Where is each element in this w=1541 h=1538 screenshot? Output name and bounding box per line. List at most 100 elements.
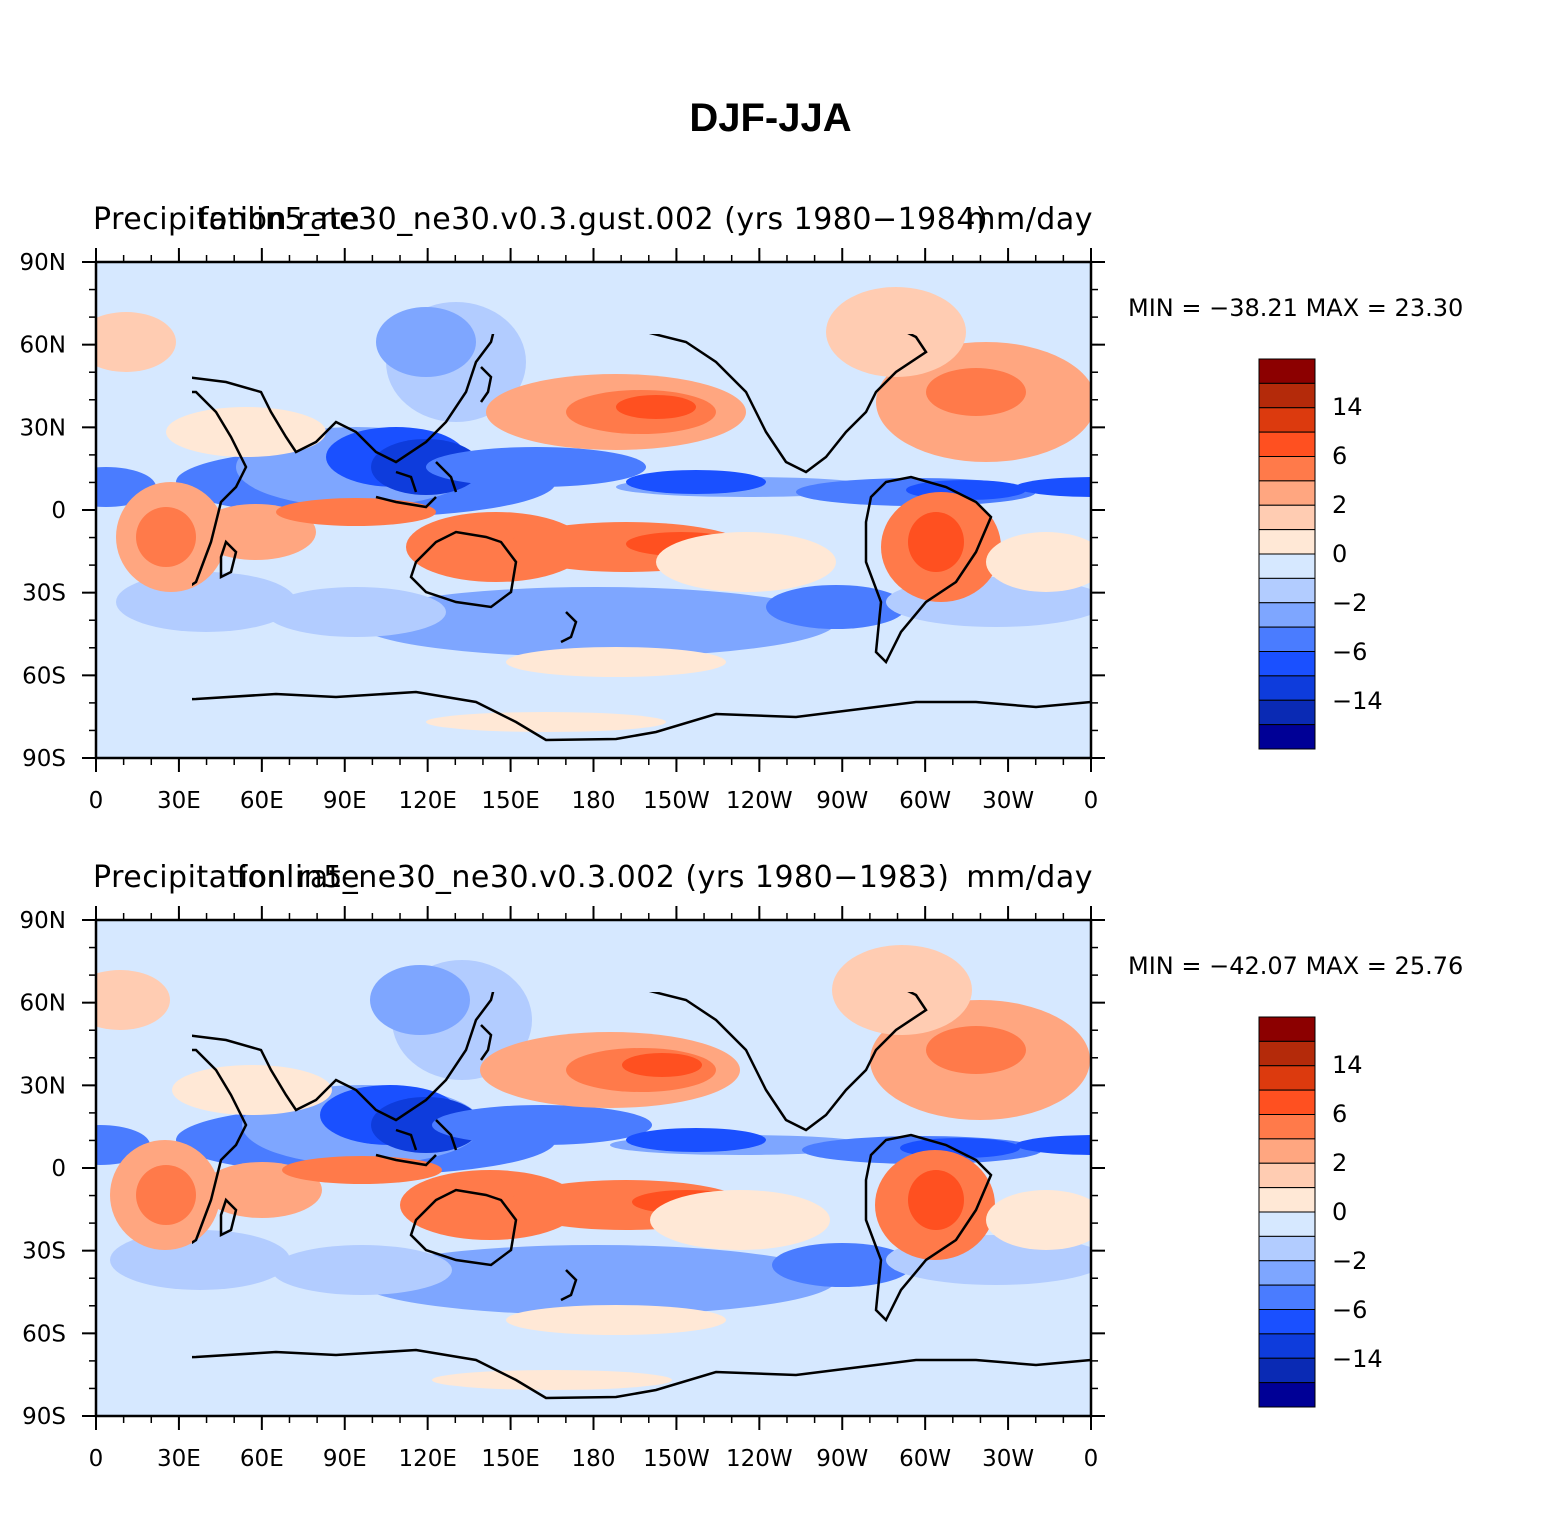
panel-2-coastline-0 bbox=[192, 1048, 248, 1245]
panel-1-map: 90N 60N 30N 0 30S 60S 90S 0 30E 60E 90E 120E 150E 180… bbox=[20, 248, 1105, 814]
panel-2-max-label: MAX = bbox=[1305, 952, 1387, 980]
panel-1-colorbar-box-5 bbox=[1258, 480, 1316, 506]
panel-2-minmax: MIN = −42.07 MAX = 25.76 bbox=[1128, 952, 1463, 980]
panel-2-anomaly-34 bbox=[506, 1305, 726, 1335]
panel-2-lat-label-2: 30N bbox=[20, 1073, 66, 1099]
panel-1-anomaly-38 bbox=[426, 712, 666, 732]
panel-1-lon-label-8: 120W bbox=[726, 788, 793, 814]
panel-2-min-label: MIN = bbox=[1128, 952, 1202, 980]
panel-2-coastline-4 bbox=[864, 1133, 993, 1323]
panel-2-anomaly-22 bbox=[926, 1026, 1026, 1074]
panel-1-legend-label-6: 6 bbox=[1332, 442, 1348, 470]
panel-2-anomaly-14 bbox=[772, 1243, 912, 1287]
panel-2-anomaly-7 bbox=[626, 1128, 766, 1152]
panel-2-anomaly-25 bbox=[136, 1165, 196, 1225]
panel-1-legend-label-14: 14 bbox=[1332, 393, 1363, 421]
panel-1-max-label: MAX = bbox=[1305, 294, 1387, 322]
panel-2-colorbar-box-12 bbox=[1258, 1309, 1316, 1335]
panel-1-lon-label-9: 90W bbox=[816, 788, 868, 814]
panel-2-coastlines bbox=[192, 992, 1092, 1400]
panel-2-anomaly-17 bbox=[272, 1245, 452, 1295]
panel-1-coastline-1 bbox=[192, 334, 495, 464]
panel-1-colorbar-box-14 bbox=[1258, 699, 1316, 726]
panel-1-colorbar-box-7 bbox=[1258, 529, 1316, 555]
panel-1-anomaly-5 bbox=[426, 447, 646, 487]
panel-1-coastline-2 bbox=[409, 530, 518, 609]
panel-1-lon-label-5: 150E bbox=[481, 788, 539, 814]
panel-2-legend-label-0: 0 bbox=[1332, 1198, 1348, 1226]
panel-1-anomaly-36 bbox=[656, 532, 836, 592]
panel-1-minmax: MIN = −38.21 MAX = 23.30 bbox=[1128, 294, 1463, 322]
panel-1-colorbar-box-2 bbox=[1258, 407, 1316, 433]
panel-1-colorbar-box-15 bbox=[1258, 724, 1316, 750]
panel-1-colorbar-box-6 bbox=[1258, 504, 1316, 531]
panel-2-legend-label-neg14: −14 bbox=[1332, 1345, 1383, 1373]
panel-2-center-title: fonlin5_ne30_ne30.v0.3.002 (yrs 1980−198… bbox=[236, 860, 950, 895]
panel-1-anomaly-37 bbox=[986, 532, 1091, 592]
panel-2-coastline-3 bbox=[648, 992, 928, 1132]
figure-title: DJF-JJA bbox=[689, 96, 852, 140]
panel-1-colorbar-box-8 bbox=[1258, 553, 1316, 579]
panel-1-anomaly-10 bbox=[1016, 477, 1091, 497]
panel-1-lon-label-0: 0 bbox=[89, 788, 104, 814]
panel-2-colorbar-box-15 bbox=[1258, 1382, 1316, 1408]
panel-2-coastline-11 bbox=[560, 1269, 578, 1302]
panel-2-colorbar-box-2 bbox=[1258, 1065, 1316, 1091]
panel-1-anomaly-23 bbox=[826, 287, 966, 377]
panel-1-lat-label-2: 30N bbox=[20, 415, 66, 441]
panel-2-anomaly-37 bbox=[986, 1190, 1091, 1250]
panel-2-colorbar-box-10 bbox=[1258, 1260, 1316, 1286]
panel-1-colorbar bbox=[1258, 358, 1316, 750]
panel-1-anomaly-25 bbox=[136, 507, 196, 567]
panel-2-lon-label-12: 0 bbox=[1084, 1446, 1099, 1472]
panel-2-lat-label-5: 60S bbox=[22, 1321, 66, 1347]
panel-2-colorbar-box-13 bbox=[1258, 1333, 1316, 1359]
panel-1-anomaly-17 bbox=[266, 587, 446, 637]
panel-1-anomalies bbox=[96, 287, 1091, 732]
panel-1-lat-label-4: 30S bbox=[22, 581, 66, 607]
panel-2-units: mm/day bbox=[966, 860, 1093, 895]
panel-1-lon-label-12: 0 bbox=[1084, 788, 1099, 814]
panel-2-anomaly-20 bbox=[622, 1053, 702, 1077]
panel-1-max-value: 23.30 bbox=[1394, 294, 1464, 322]
panel-2-anomaly-31 bbox=[908, 1170, 964, 1230]
panel-2-lon-label-4: 120E bbox=[398, 1446, 456, 1472]
panel-1-anomaly-22 bbox=[926, 368, 1026, 416]
panel-1-legend-label-0: 0 bbox=[1332, 540, 1348, 568]
panel-1-min-label: MIN = bbox=[1128, 294, 1202, 322]
panel-2-coastline-6 bbox=[192, 1348, 1092, 1400]
panel-1-coastline-8 bbox=[395, 470, 418, 493]
map-panel-2: Precipitation rate fonlin5_ne30_ne30.v0.… bbox=[0, 848, 1541, 1508]
panel-1-anomaly-31 bbox=[908, 512, 964, 572]
panel-2-anomaly-32 bbox=[282, 1156, 442, 1184]
panel-1-lat-label-5: 60S bbox=[22, 663, 66, 689]
panel-1-lon-label-10: 60W bbox=[899, 788, 951, 814]
panel-1-lat-label-6: 90S bbox=[22, 746, 66, 772]
panel-2-legend-label-14: 14 bbox=[1332, 1051, 1363, 1079]
panel-1-center-title: fonlin5_ne30_ne30.v0.3.gust.002 (yrs 198… bbox=[197, 202, 989, 237]
panel-2-coastline-12 bbox=[219, 1197, 238, 1238]
panel-2-lon-label-3: 90E bbox=[323, 1446, 367, 1472]
panel-2-anomaly-35 bbox=[172, 1065, 332, 1115]
panel-1-lon-label-2: 60E bbox=[240, 788, 284, 814]
panel-2-lon-label-0: 0 bbox=[89, 1446, 104, 1472]
panel-1-colorbar-box-10 bbox=[1258, 602, 1316, 628]
panel-1-anomaly-33 bbox=[96, 312, 176, 372]
panel-1-coastline-10 bbox=[479, 366, 493, 403]
panel-1-lon-label-4: 120E bbox=[398, 788, 456, 814]
panel-1-anomaly-35 bbox=[166, 407, 326, 457]
panel-1-lat-label-1: 60N bbox=[20, 333, 66, 359]
panel-1-colorbar-box-4 bbox=[1258, 456, 1316, 482]
panel-1-anomaly-7 bbox=[626, 470, 766, 494]
panel-2-max-value: 25.76 bbox=[1394, 952, 1464, 980]
panel-2-lat-label-1: 60N bbox=[20, 991, 66, 1017]
panel-2-colorbar-box-3 bbox=[1258, 1089, 1316, 1115]
panel-2-colorbar-box-11 bbox=[1258, 1284, 1316, 1310]
panel-1-legend-label-neg14: −14 bbox=[1332, 687, 1383, 715]
panel-2-anomalies bbox=[96, 945, 1091, 1390]
panel-2-anomaly-33 bbox=[96, 970, 170, 1030]
panel-2-lon-label-9: 90W bbox=[816, 1446, 868, 1472]
panel-2-anomaly-23 bbox=[832, 945, 972, 1035]
panel-1-coastline-3 bbox=[648, 334, 928, 474]
panel-2-coastline-9 bbox=[435, 1119, 458, 1151]
